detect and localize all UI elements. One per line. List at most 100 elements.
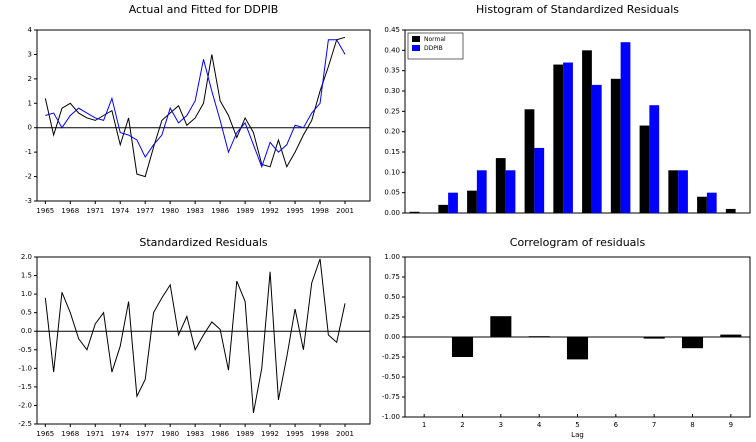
chart-title: Histogram of Standardized Residuals [476,3,679,16]
y-tick-label: -1.00 [382,413,400,421]
y-tick-label: 2 [28,75,32,83]
x-tick-label: 1977 [136,430,154,438]
x-tick-label: 1965 [36,430,54,438]
x-tick-label: 9 [729,421,733,429]
legend-label: Normal [424,36,446,43]
series-line [45,39,346,169]
x-tick-label: 2001 [336,207,354,215]
x-tick-label: 3 [499,421,503,429]
x-tick-label: 2001 [336,430,354,438]
y-tick-label: 0.20 [384,128,400,136]
x-tick-label: 1 [422,421,426,429]
y-tick-label: 0.05 [384,189,400,197]
x-tick-label: 1977 [136,207,154,215]
series-line [44,258,346,413]
bar [706,192,717,213]
y-tick-label: -0.5 [18,346,32,354]
bar [451,337,474,357]
bar [490,316,512,337]
y-tick-label: 1.0 [21,290,32,298]
bar [553,64,564,213]
y-tick-label: 0.10 [384,168,400,176]
y-tick-label: 1 [28,99,32,107]
y-tick-label: -1.5 [18,383,32,391]
y-tick-label: -0.75 [382,393,400,401]
bar [505,170,516,213]
bar [582,50,592,214]
x-tick-label: 1995 [286,430,304,438]
y-tick-label: -0.50 [382,373,400,381]
x-tick-label: 8 [690,421,694,429]
bar [467,190,477,213]
bar [678,170,688,213]
x-tick-label: 1998 [311,207,329,215]
x-tick-label: 1986 [211,430,229,438]
x-tick-label: 6 [614,421,619,429]
x-tick-label: 1992 [261,207,279,215]
y-tick-label: 0.75 [384,273,400,281]
bar [620,42,631,214]
y-tick-label: 0.30 [384,87,400,95]
x-tick-label: 1974 [111,430,129,438]
bar [524,109,535,213]
x-tick-label: 7 [652,421,656,429]
bar [643,337,665,339]
chart-title: Correlogram of residuals [510,236,646,249]
chart-title: Standardized Residuals [139,236,268,249]
bar [566,337,589,360]
series-line [44,36,346,178]
x-tick-label: 1968 [61,207,79,215]
y-tick-label: -1.0 [18,364,32,372]
plot-frame [36,256,371,425]
x-tick-label: 1983 [186,430,204,438]
bar [681,337,704,349]
y-tick-label: 0.25 [384,313,400,321]
y-tick-label: 1.00 [384,253,400,261]
x-tick-label: 1980 [161,430,179,438]
y-tick-label: 0.15 [384,148,400,156]
x-tick-label: 1980 [161,207,179,215]
y-tick-label: 0.50 [384,293,400,301]
x-tick-label: 1998 [311,430,329,438]
bar [409,211,420,213]
x-tick-label: 1971 [86,207,104,215]
y-tick-label: 0.35 [384,67,400,75]
x-tick-label: 5 [575,421,579,429]
bar [563,62,573,214]
legend-label: DDPIB [424,45,443,52]
y-tick-label: 0.00 [384,209,400,217]
y-tick-label: 4 [28,26,33,34]
bar [528,336,550,337]
x-tick-label: 1974 [111,207,129,215]
bar [697,196,707,213]
y-tick-label: 0.45 [384,26,400,34]
x-tick-label: 4 [537,421,542,429]
bar [438,204,449,213]
bar [668,170,679,213]
y-tick-label: 0.00 [384,333,400,341]
bar [476,170,487,213]
bar [591,84,602,214]
y-tick-label: -2 [25,173,32,181]
y-tick-label: 0.5 [21,309,32,317]
x-tick-label: 1989 [236,207,254,215]
plot-frame [36,29,371,202]
y-tick-label: -2.5 [18,420,32,428]
bar [725,208,736,213]
bar [495,158,506,213]
y-tick-label: 0.0 [21,327,32,335]
chart-title: Actual and Fitted for DDPIB [129,3,279,16]
y-tick-label: 0.25 [384,107,400,115]
y-tick-label: -0.25 [382,353,400,361]
y-tick-label: -1 [25,148,32,156]
y-tick-label: -2.0 [18,401,32,409]
x-tick-label: 1992 [261,430,279,438]
x-tick-label: 1989 [236,430,254,438]
x-tick-label: 1995 [286,207,304,215]
x-tick-label: 1971 [86,430,104,438]
y-tick-label: 0 [28,124,32,132]
bar [720,334,742,337]
x-tick-label: 1965 [36,207,54,215]
y-tick-label: -3 [25,197,32,205]
